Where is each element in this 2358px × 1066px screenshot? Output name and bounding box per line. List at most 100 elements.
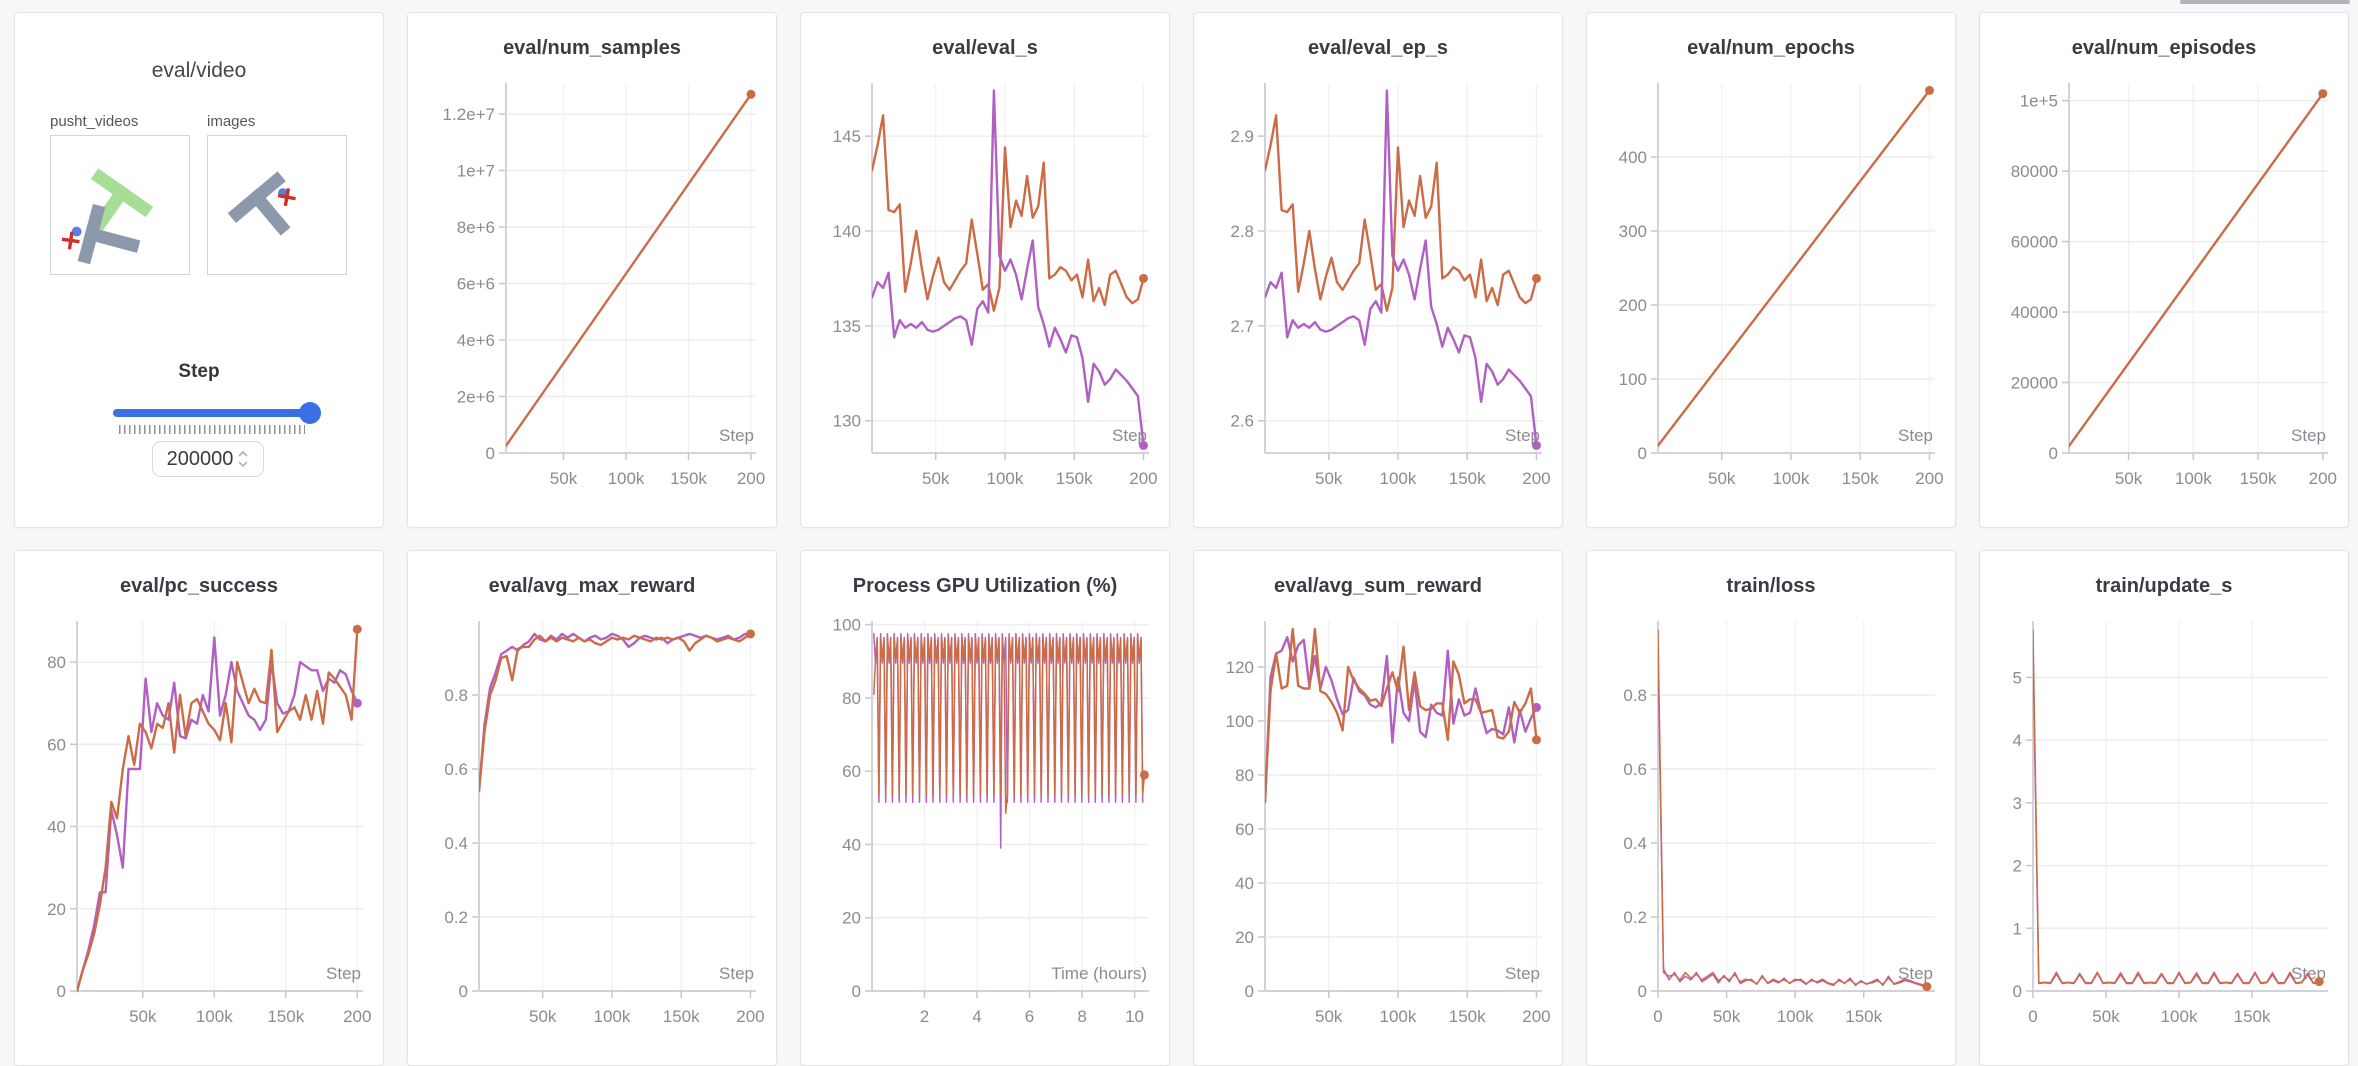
svg-text:0: 0 — [1245, 982, 1254, 1001]
svg-text:0.4: 0.4 — [444, 834, 468, 853]
video-thumbnail-images[interactable] — [207, 135, 347, 275]
chart-canvas[interactable]: 0 20 40 60 80 100 120 50k 100k 150k 200 Step — [1194, 599, 1562, 1063]
svg-text:40: 40 — [842, 835, 861, 854]
svg-text:100k: 100k — [1380, 469, 1417, 488]
step-slider-thumb[interactable] — [299, 402, 321, 424]
svg-text:4: 4 — [2013, 731, 2022, 750]
svg-text:100: 100 — [833, 616, 861, 635]
chart-canvas[interactable]: 0 0.2 0.4 0.6 0.8 0 50k 100k 150k Step — [1587, 599, 1955, 1063]
chart-panel: eval/avg_max_reward 0 0.2 0.4 0.6 0.8 50k 100k… — [407, 550, 777, 1066]
block-t-shape — [227, 171, 291, 236]
chart-panel: eval/num_epochs 0 100 200 300 400 50k 100k 150k… — [1586, 12, 1956, 528]
svg-text:200: 200 — [343, 1007, 371, 1026]
chart-panel: eval/pc_success 0 20 40 60 80 50k 100k 150k 200 S… — [14, 550, 384, 1066]
svg-text:0: 0 — [1638, 982, 1647, 1001]
svg-text:50k: 50k — [529, 1007, 557, 1026]
step-slider-track[interactable] — [113, 402, 321, 424]
svg-text:100k: 100k — [987, 469, 1024, 488]
agent-dot — [71, 226, 82, 237]
chart-canvas[interactable]: 2.6 2.7 2.8 2.9 50k 100k 150k 200 Step — [1194, 61, 1562, 525]
block-t-shape — [77, 203, 141, 265]
svg-text:Step: Step — [326, 964, 361, 983]
svg-text:100k: 100k — [1380, 1007, 1417, 1026]
svg-text:50k: 50k — [922, 469, 950, 488]
svg-text:150k: 150k — [1449, 1007, 1486, 1026]
svg-text:200: 200 — [1522, 1007, 1550, 1026]
svg-text:150k: 150k — [1845, 1007, 1882, 1026]
chart-canvas[interactable]: 0 2e+6 4e+6 6e+6 8e+6 1e+7 1.2e+7 50k 100k 150k 20… — [408, 61, 776, 525]
svg-text:20: 20 — [47, 900, 66, 919]
svg-text:1: 1 — [2013, 919, 2022, 938]
chart-panel: Process GPU Utilization (%) 0 20 40 60 80 100… — [800, 550, 1170, 1066]
svg-text:2.7: 2.7 — [1230, 317, 1254, 336]
svg-text:0: 0 — [1653, 1007, 1662, 1026]
svg-text:40000: 40000 — [2011, 303, 2058, 322]
svg-text:0: 0 — [2028, 1007, 2037, 1026]
svg-text:200: 200 — [2309, 469, 2337, 488]
media-key-label: pusht_videos — [50, 113, 139, 130]
chart-canvas[interactable]: 0 20 40 60 80 100 2 4 6 8 10 Time (hours) — [801, 599, 1169, 1063]
svg-text:145: 145 — [833, 127, 861, 146]
svg-text:Step: Step — [1898, 426, 1933, 445]
svg-text:150k: 150k — [1842, 469, 1879, 488]
svg-text:2.6: 2.6 — [1230, 412, 1254, 431]
chart-title: Process GPU Utilization (%) — [852, 575, 1118, 597]
svg-text:130: 130 — [833, 412, 861, 431]
svg-text:50k: 50k — [2092, 1007, 2120, 1026]
chart-title: eval/pc_success — [120, 575, 278, 597]
chart-panel: eval/avg_sum_reward 0 20 40 60 80 100 120 50k 10… — [1193, 550, 1563, 1066]
svg-text:200: 200 — [1522, 469, 1550, 488]
horizontal-scrollbar-thumb[interactable] — [2180, 0, 2350, 4]
spinner-chevrons-icon[interactable] — [237, 448, 249, 470]
svg-text:100k: 100k — [1773, 469, 1810, 488]
chart-panel: train/update_s 0 1 2 3 4 5 0 50k 100k 150k Step — [1979, 550, 2349, 1066]
svg-text:200: 200 — [1915, 469, 1943, 488]
svg-text:150k: 150k — [1056, 469, 1093, 488]
svg-text:150k: 150k — [2240, 469, 2277, 488]
svg-text:50k: 50k — [1708, 469, 1736, 488]
svg-text:1.2e+7: 1.2e+7 — [443, 105, 495, 124]
svg-text:6: 6 — [1025, 1007, 1034, 1026]
svg-text:40: 40 — [1235, 874, 1254, 893]
svg-text:Step: Step — [1112, 426, 1147, 445]
svg-text:4: 4 — [972, 1007, 981, 1026]
svg-text:Step: Step — [1898, 964, 1933, 983]
svg-text:80: 80 — [1235, 766, 1254, 785]
step-slider-label: Step — [178, 361, 220, 382]
chart-title: eval/num_samples — [503, 37, 681, 59]
svg-text:1e+5: 1e+5 — [2020, 92, 2058, 111]
chart-canvas[interactable]: 0 0.2 0.4 0.6 0.8 50k 100k 150k 200 Step — [408, 599, 776, 1063]
step-value: 200000 — [166, 447, 234, 470]
chart-canvas[interactable]: 130 135 140 145 50k 100k 150k 200 Step — [801, 61, 1169, 525]
chart-canvas[interactable]: 0 20000 40000 60000 80000 1e+5 50k 100k 150k 200 S… — [1980, 61, 2348, 525]
svg-text:60000: 60000 — [2011, 233, 2058, 252]
svg-text:40: 40 — [47, 818, 66, 837]
svg-text:20000: 20000 — [2011, 374, 2058, 393]
svg-text:6e+6: 6e+6 — [457, 275, 495, 294]
step-slider-ruler — [119, 425, 305, 434]
chart-title: train/update_s — [2095, 575, 2233, 597]
svg-text:60: 60 — [47, 735, 66, 754]
svg-text:20: 20 — [842, 909, 861, 928]
chart-panel: eval/num_samples 0 2e+6 4e+6 6e+6 8e+6 1e+7 1.… — [407, 12, 777, 528]
svg-text:0: 0 — [852, 982, 861, 1001]
svg-text:120: 120 — [1226, 658, 1254, 677]
svg-text:0.6: 0.6 — [1623, 760, 1647, 779]
step-value-input[interactable]: 200000 — [152, 441, 264, 477]
chart-canvas[interactable]: 0 100 200 300 400 50k 100k 150k 200 Step — [1587, 61, 1955, 525]
svg-text:1e+7: 1e+7 — [457, 162, 495, 181]
svg-text:150k: 150k — [1449, 469, 1486, 488]
svg-text:150k: 150k — [267, 1007, 304, 1026]
svg-text:20: 20 — [1235, 928, 1254, 947]
svg-text:0: 0 — [1638, 444, 1647, 463]
svg-text:2: 2 — [2013, 857, 2022, 876]
chart-canvas[interactable]: 0 20 40 60 80 50k 100k 150k 200 Step — [15, 599, 383, 1063]
svg-text:100k: 100k — [594, 1007, 631, 1026]
chart-panel: eval/num_episodes 0 20000 40000 60000 80000 1… — [1979, 12, 2349, 528]
svg-text:8: 8 — [1077, 1007, 1086, 1026]
svg-text:150k: 150k — [2234, 1007, 2271, 1026]
chart-panel: eval/eval_s 130 135 140 145 50k 100k 150k 200 St… — [800, 12, 1170, 528]
video-thumbnail-pusht[interactable] — [50, 135, 190, 275]
svg-text:150k: 150k — [670, 469, 707, 488]
